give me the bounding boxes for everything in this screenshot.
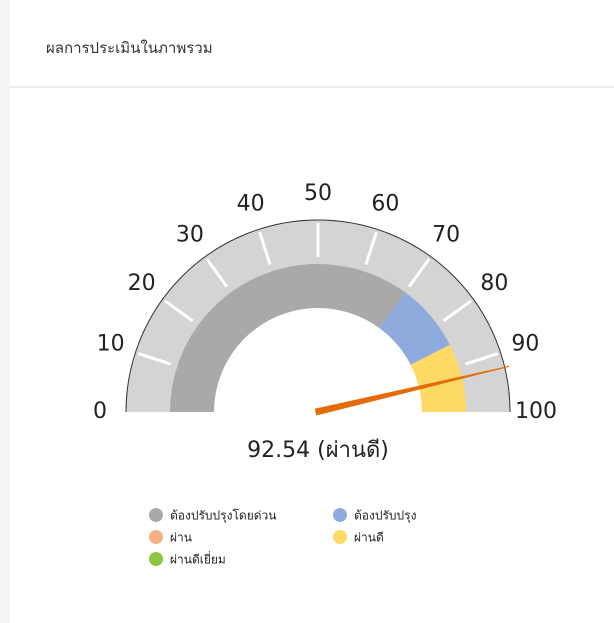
gauge-tick [205, 258, 229, 288]
gauge-tick-label: 20 [128, 271, 156, 296]
gauge-tick-label: 50 [304, 181, 332, 206]
legend-swatch [333, 508, 347, 522]
gauge-tick [407, 258, 431, 288]
card: ผลการประเมินในภาพรวม 0 10 20 30 40 50 60 70 80 90… [10, 0, 614, 623]
legend-swatch [149, 530, 163, 544]
gauge-tick-label: 60 [371, 192, 399, 217]
gauge-band [379, 292, 450, 365]
legend-label: ผ่านดีเยี่ยม [170, 551, 226, 567]
gauge-tick [464, 352, 499, 366]
gauge-tick-label: 40 [237, 192, 265, 217]
gauge-tick [364, 231, 378, 266]
legend-label: ต้องปรับปรุง [354, 509, 416, 524]
gauge-tick-label: 100 [515, 399, 557, 424]
gauge-outline [125, 219, 511, 413]
gauge-tick-label: 30 [176, 223, 204, 248]
gauge-tick [258, 231, 272, 266]
gauge-tick-label: 70 [432, 223, 460, 248]
legend-label: ผ่านดี [354, 531, 384, 545]
chart: 0 10 20 30 40 50 60 70 80 90 100 92.54 (ผ่านดี) ต้อง… [93, 181, 557, 567]
gauge-band [170, 264, 405, 412]
gauge-value-label: 92.54 (ผ่านดี) [247, 438, 389, 463]
card-header: ผลการประเมินในภาพรวม [10, 0, 614, 88]
card-title: ผลการประเมินในภาพรวม [46, 39, 213, 57]
gauge-tick [164, 299, 194, 323]
gauge-tick-label: 0 [93, 399, 107, 424]
gauge-tick [442, 299, 472, 323]
gauge-band [410, 344, 466, 412]
legend-swatch [149, 508, 163, 522]
gauge-needle [314, 365, 510, 416]
gauge-tick-label: 90 [511, 332, 539, 357]
gauge-tick-label: 10 [97, 332, 125, 357]
legend-label: ต้องปรับปรุงโดยด่วน [170, 509, 276, 524]
gauge-tick [137, 352, 172, 366]
legend-swatch [149, 552, 163, 566]
legend-swatch [333, 530, 347, 544]
gauge-tick-label: 80 [480, 271, 508, 296]
legend-label: ผ่าน [170, 531, 192, 545]
